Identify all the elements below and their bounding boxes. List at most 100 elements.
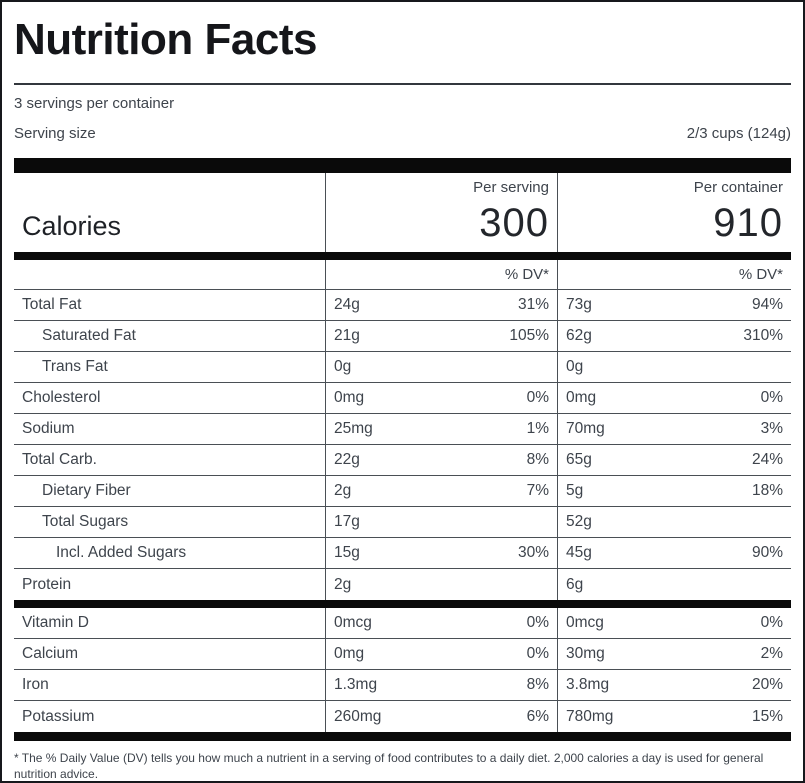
nutrient-row-total-fat: Total Fat 24g 31% 73g 94% xyxy=(14,290,791,321)
nutrient-name: Total Sugars xyxy=(42,513,129,530)
per-serving-dv: 105% xyxy=(509,327,549,344)
per-serving-cell: 260mg 6% xyxy=(325,701,557,732)
per-serving-cell: 0mg 0% xyxy=(325,383,557,413)
per-serving-amount: 2g xyxy=(334,482,352,499)
per-container-cell: 73g 94% xyxy=(557,290,791,320)
nutrient-name: Vitamin D xyxy=(22,614,89,631)
per-container-cell: 0mcg 0% xyxy=(557,608,791,638)
section-bar-bottom xyxy=(14,732,791,741)
per-container-cell: 65g 24% xyxy=(557,445,791,475)
per-container-dv: 15% xyxy=(751,707,783,725)
per-container-cell: 52g xyxy=(557,507,791,537)
per-serving-cell: 17g xyxy=(325,507,557,537)
per-container-dv: 94% xyxy=(751,296,783,313)
per-serving-cell: 2g 7% xyxy=(325,476,557,506)
nutrient-row-trans-fat: Trans Fat 0g 0g xyxy=(14,352,791,383)
per-serving-dv: 6% xyxy=(526,707,549,725)
per-serving-amount: 15g xyxy=(334,544,360,561)
per-serving-cell: 24g 31% xyxy=(325,290,557,320)
vitamin-row-calcium: Calcium 0mg 0% 30mg 2% xyxy=(14,639,791,670)
per-container-amount: 45g xyxy=(566,544,592,561)
per-container-amount: 73g xyxy=(566,296,592,313)
title-divider xyxy=(14,83,791,85)
per-container-dv: 0% xyxy=(760,389,783,406)
page-title: Nutrition Facts xyxy=(14,15,317,64)
per-serving-heading: Per serving xyxy=(473,179,549,196)
dv-header-row: % DV* % DV* xyxy=(14,260,791,290)
per-serving-amount: 0mg xyxy=(334,389,365,406)
per-serving-amount: 2g xyxy=(334,575,352,593)
nutrient-name: Dietary Fiber xyxy=(42,482,131,499)
nutrient-name: Potassium xyxy=(22,707,95,725)
nutrient-name: Iron xyxy=(22,676,49,693)
section-bar-calories xyxy=(14,252,791,260)
per-serving-amount: 25mg xyxy=(334,420,373,437)
vitamin-row-vitamin-d: Vitamin D 0mcg 0% 0mcg 0% xyxy=(14,608,791,639)
per-container-cell: 30mg 2% xyxy=(557,639,791,669)
nutrient-name: Calcium xyxy=(22,645,78,662)
per-serving-dv: 0% xyxy=(526,645,549,662)
per-serving-amount: 22g xyxy=(334,451,360,468)
per-serving-cell: 25mg 1% xyxy=(325,414,557,444)
per-serving-dv: 30% xyxy=(517,544,549,561)
section-bar-top xyxy=(14,158,791,173)
per-serving-dv: 8% xyxy=(526,676,549,693)
vitamin-row-iron: Iron 1.3mg 8% 3.8mg 20% xyxy=(14,670,791,701)
nutrient-row-dietary-fiber: Dietary Fiber 2g 7% 5g 18% xyxy=(14,476,791,507)
dv-header-serving: % DV* xyxy=(325,260,557,289)
nutrient-row-cholesterol: Cholesterol 0mg 0% 0mg 0% xyxy=(14,383,791,414)
calories-section: Calories Per serving 300 Per container 9… xyxy=(14,173,791,252)
nutrient-row-saturated-fat: Saturated Fat 21g 105% 62g 310% xyxy=(14,321,791,352)
per-serving-cell: 2g xyxy=(325,569,557,600)
per-container-cell: 6g xyxy=(557,569,791,600)
per-container-amount: 6g xyxy=(566,575,584,593)
per-container-dv: 20% xyxy=(751,676,783,693)
per-serving-dv: 8% xyxy=(526,451,549,468)
vitamin-row-potassium: Potassium 260mg 6% 780mg 15% xyxy=(14,701,791,732)
per-container-cell: 5g 18% xyxy=(557,476,791,506)
per-serving-amount: 24g xyxy=(334,296,360,313)
servings-per-container: 3 servings per container xyxy=(14,95,175,112)
per-serving-amount: 1.3mg xyxy=(334,676,378,693)
per-serving-cell: 0mcg 0% xyxy=(325,608,557,638)
per-serving-dv: 31% xyxy=(517,296,549,313)
per-serving-dv: 0% xyxy=(526,614,549,631)
nutrient-name: Incl. Added Sugars xyxy=(56,544,187,561)
per-serving-amount: 21g xyxy=(334,327,360,344)
per-container-amount: 30mg xyxy=(566,645,605,662)
per-container-cell: 3.8mg 20% xyxy=(557,670,791,700)
per-container-dv: 24% xyxy=(751,451,783,468)
calories-per-serving-cell: Per serving 300 xyxy=(325,173,557,252)
per-container-cell: 62g 310% xyxy=(557,321,791,351)
nutrient-row-total-carb: Total Carb. 22g 8% 65g 24% xyxy=(14,445,791,476)
nutrient-name: Trans Fat xyxy=(42,358,108,375)
per-serving-amount: 260mg xyxy=(334,707,382,725)
per-container-amount: 0mcg xyxy=(566,614,604,631)
per-container-dv: 0% xyxy=(760,614,783,631)
per-container-cell: 45g 90% xyxy=(557,538,791,568)
nutrient-name: Cholesterol xyxy=(22,389,101,406)
calories-label: Calories xyxy=(22,211,122,241)
per-container-amount: 62g xyxy=(566,327,592,344)
nutrient-name: Total Fat xyxy=(22,296,82,313)
per-container-amount: 5g xyxy=(566,482,584,499)
per-container-dv: 18% xyxy=(751,482,783,499)
per-container-cell: 70mg 3% xyxy=(557,414,791,444)
per-serving-cell: 0mg 0% xyxy=(325,639,557,669)
per-container-amount: 0g xyxy=(566,358,584,375)
per-serving-cell: 22g 8% xyxy=(325,445,557,475)
per-serving-cell: 1.3mg 8% xyxy=(325,670,557,700)
calories-per-container-cell: Per container 910 xyxy=(557,173,791,252)
nutrient-name: Saturated Fat xyxy=(42,327,136,344)
per-container-amount: 0mg xyxy=(566,389,597,406)
per-serving-cell: 0g xyxy=(325,352,557,382)
nutrient-name: Sodium xyxy=(22,420,75,437)
nutrient-row-sodium: Sodium 25mg 1% 70mg 3% xyxy=(14,414,791,445)
per-container-amount: 70mg xyxy=(566,420,605,437)
serving-size-value: 2/3 cups (124g) xyxy=(686,125,791,142)
per-container-amount: 65g xyxy=(566,451,592,468)
per-serving-amount: 0mcg xyxy=(334,614,372,631)
nutrient-row-protein: Protein 2g 6g xyxy=(14,569,791,600)
per-serving-cell: 15g 30% xyxy=(325,538,557,568)
